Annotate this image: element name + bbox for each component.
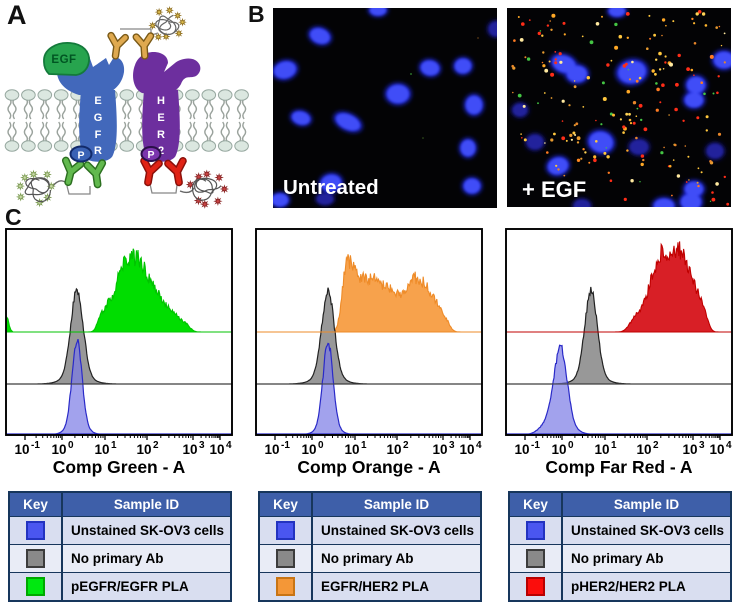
svg-text:2: 2 <box>158 145 164 157</box>
svg-text:P: P <box>77 150 84 162</box>
svg-text:4: 4 <box>726 440 732 451</box>
svg-text:G: G <box>94 112 103 124</box>
svg-text:1: 1 <box>361 440 367 451</box>
svg-text:10: 10 <box>594 442 609 457</box>
svg-text:10: 10 <box>301 442 316 457</box>
svg-text:2: 2 <box>153 440 159 451</box>
svg-text:10: 10 <box>264 442 279 457</box>
svg-text:F: F <box>95 129 102 141</box>
svg-text:E: E <box>157 112 164 124</box>
svg-text:P: P <box>147 149 154 161</box>
svg-text:Comp Far Red - A: Comp Far Red - A <box>545 457 692 477</box>
svg-text:Comp Orange - A: Comp Orange - A <box>297 457 441 477</box>
svg-text:2: 2 <box>653 440 659 451</box>
svg-text:1: 1 <box>111 440 117 451</box>
svg-text:10: 10 <box>344 442 359 457</box>
svg-text:10: 10 <box>432 442 447 457</box>
svg-text:1: 1 <box>611 440 617 451</box>
svg-text:EGF: EGF <box>51 54 76 66</box>
svg-text:10: 10 <box>636 442 651 457</box>
svg-text:-1: -1 <box>281 440 290 451</box>
svg-text:10: 10 <box>51 442 66 457</box>
svg-text:10: 10 <box>94 442 109 457</box>
svg-text:-1: -1 <box>31 440 40 451</box>
svg-text:-1: -1 <box>531 440 540 451</box>
svg-text:0: 0 <box>568 440 574 451</box>
svg-text:0: 0 <box>68 440 74 451</box>
svg-text:E: E <box>94 95 101 107</box>
svg-text:3: 3 <box>699 440 705 451</box>
svg-text:10: 10 <box>182 442 197 457</box>
svg-text:10: 10 <box>459 442 474 457</box>
svg-text:10: 10 <box>682 442 697 457</box>
svg-text:R: R <box>94 145 102 157</box>
svg-text:4: 4 <box>476 440 482 451</box>
svg-text:10: 10 <box>14 442 29 457</box>
svg-text:10: 10 <box>136 442 151 457</box>
svg-text:4: 4 <box>226 440 232 451</box>
svg-text:10: 10 <box>709 442 724 457</box>
svg-text:R: R <box>157 129 165 141</box>
svg-text:Untreated: Untreated <box>283 176 379 199</box>
svg-text:10: 10 <box>514 442 529 457</box>
svg-text:10: 10 <box>551 442 566 457</box>
svg-text:10: 10 <box>386 442 401 457</box>
svg-text:3: 3 <box>199 440 205 451</box>
svg-text:+ EGF: + EGF <box>522 177 586 202</box>
svg-text:3: 3 <box>449 440 455 451</box>
svg-text:10: 10 <box>209 442 224 457</box>
svg-text:2: 2 <box>403 440 409 451</box>
svg-text:0: 0 <box>318 440 324 451</box>
svg-text:Comp Green - A: Comp Green - A <box>53 457 186 477</box>
svg-text:H: H <box>157 95 165 107</box>
